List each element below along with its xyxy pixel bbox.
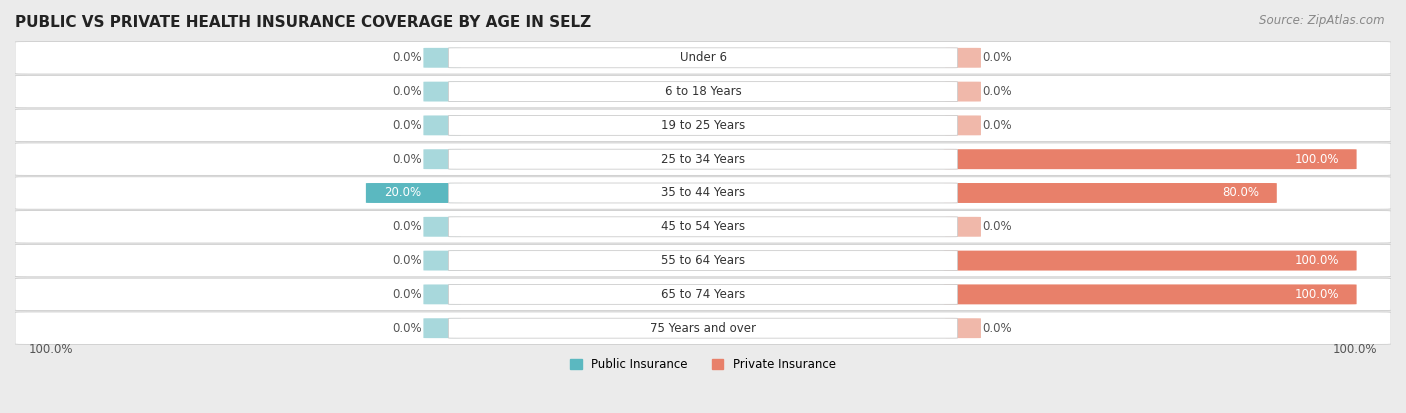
FancyBboxPatch shape	[449, 183, 957, 203]
FancyBboxPatch shape	[15, 278, 1391, 311]
FancyBboxPatch shape	[945, 318, 981, 338]
FancyBboxPatch shape	[449, 82, 957, 102]
FancyBboxPatch shape	[15, 211, 1391, 243]
Text: 100.0%: 100.0%	[1333, 343, 1378, 356]
FancyBboxPatch shape	[449, 318, 957, 338]
Text: 100.0%: 100.0%	[28, 343, 73, 356]
Text: 0.0%: 0.0%	[983, 85, 1012, 98]
FancyBboxPatch shape	[943, 149, 1357, 169]
FancyBboxPatch shape	[15, 42, 1391, 74]
FancyBboxPatch shape	[449, 115, 957, 135]
Text: 100.0%: 100.0%	[1294, 288, 1339, 301]
FancyBboxPatch shape	[15, 177, 1391, 209]
FancyBboxPatch shape	[423, 251, 461, 271]
Text: 0.0%: 0.0%	[392, 288, 422, 301]
FancyBboxPatch shape	[943, 183, 1277, 203]
Text: 19 to 25 Years: 19 to 25 Years	[661, 119, 745, 132]
FancyBboxPatch shape	[449, 217, 957, 237]
Text: 0.0%: 0.0%	[392, 119, 422, 132]
FancyBboxPatch shape	[15, 143, 1391, 176]
Text: 0.0%: 0.0%	[983, 119, 1012, 132]
FancyBboxPatch shape	[423, 217, 461, 237]
FancyBboxPatch shape	[423, 149, 461, 169]
Text: 45 to 54 Years: 45 to 54 Years	[661, 220, 745, 233]
FancyBboxPatch shape	[15, 244, 1391, 277]
FancyBboxPatch shape	[449, 251, 957, 271]
Text: 0.0%: 0.0%	[392, 153, 422, 166]
Text: Under 6: Under 6	[679, 51, 727, 64]
Text: 0.0%: 0.0%	[392, 51, 422, 64]
Text: 20.0%: 20.0%	[384, 187, 420, 199]
FancyBboxPatch shape	[945, 48, 981, 68]
FancyBboxPatch shape	[943, 251, 1357, 271]
Text: 35 to 44 Years: 35 to 44 Years	[661, 187, 745, 199]
Text: 25 to 34 Years: 25 to 34 Years	[661, 153, 745, 166]
FancyBboxPatch shape	[15, 75, 1391, 108]
FancyBboxPatch shape	[449, 48, 957, 68]
FancyBboxPatch shape	[423, 116, 461, 135]
Text: 75 Years and over: 75 Years and over	[650, 322, 756, 335]
Text: 0.0%: 0.0%	[983, 51, 1012, 64]
Text: 0.0%: 0.0%	[392, 254, 422, 267]
Text: PUBLIC VS PRIVATE HEALTH INSURANCE COVERAGE BY AGE IN SELZ: PUBLIC VS PRIVATE HEALTH INSURANCE COVER…	[15, 15, 591, 30]
FancyBboxPatch shape	[423, 48, 461, 68]
Text: 80.0%: 80.0%	[1222, 187, 1258, 199]
Text: 100.0%: 100.0%	[1294, 254, 1339, 267]
Text: 100.0%: 100.0%	[1294, 153, 1339, 166]
Text: 65 to 74 Years: 65 to 74 Years	[661, 288, 745, 301]
FancyBboxPatch shape	[423, 285, 461, 304]
FancyBboxPatch shape	[423, 82, 461, 102]
Legend: Public Insurance, Private Insurance: Public Insurance, Private Insurance	[565, 353, 841, 376]
FancyBboxPatch shape	[366, 183, 463, 203]
Text: 0.0%: 0.0%	[392, 85, 422, 98]
Text: 0.0%: 0.0%	[392, 322, 422, 335]
FancyBboxPatch shape	[945, 82, 981, 102]
FancyBboxPatch shape	[15, 109, 1391, 142]
FancyBboxPatch shape	[945, 217, 981, 237]
FancyBboxPatch shape	[945, 116, 981, 135]
Text: Source: ZipAtlas.com: Source: ZipAtlas.com	[1260, 14, 1385, 27]
Text: 0.0%: 0.0%	[392, 220, 422, 233]
FancyBboxPatch shape	[943, 285, 1357, 304]
Text: 0.0%: 0.0%	[983, 322, 1012, 335]
FancyBboxPatch shape	[423, 318, 461, 338]
FancyBboxPatch shape	[449, 149, 957, 169]
FancyBboxPatch shape	[449, 285, 957, 304]
FancyBboxPatch shape	[15, 312, 1391, 344]
Text: 55 to 64 Years: 55 to 64 Years	[661, 254, 745, 267]
Text: 0.0%: 0.0%	[983, 220, 1012, 233]
Text: 6 to 18 Years: 6 to 18 Years	[665, 85, 741, 98]
